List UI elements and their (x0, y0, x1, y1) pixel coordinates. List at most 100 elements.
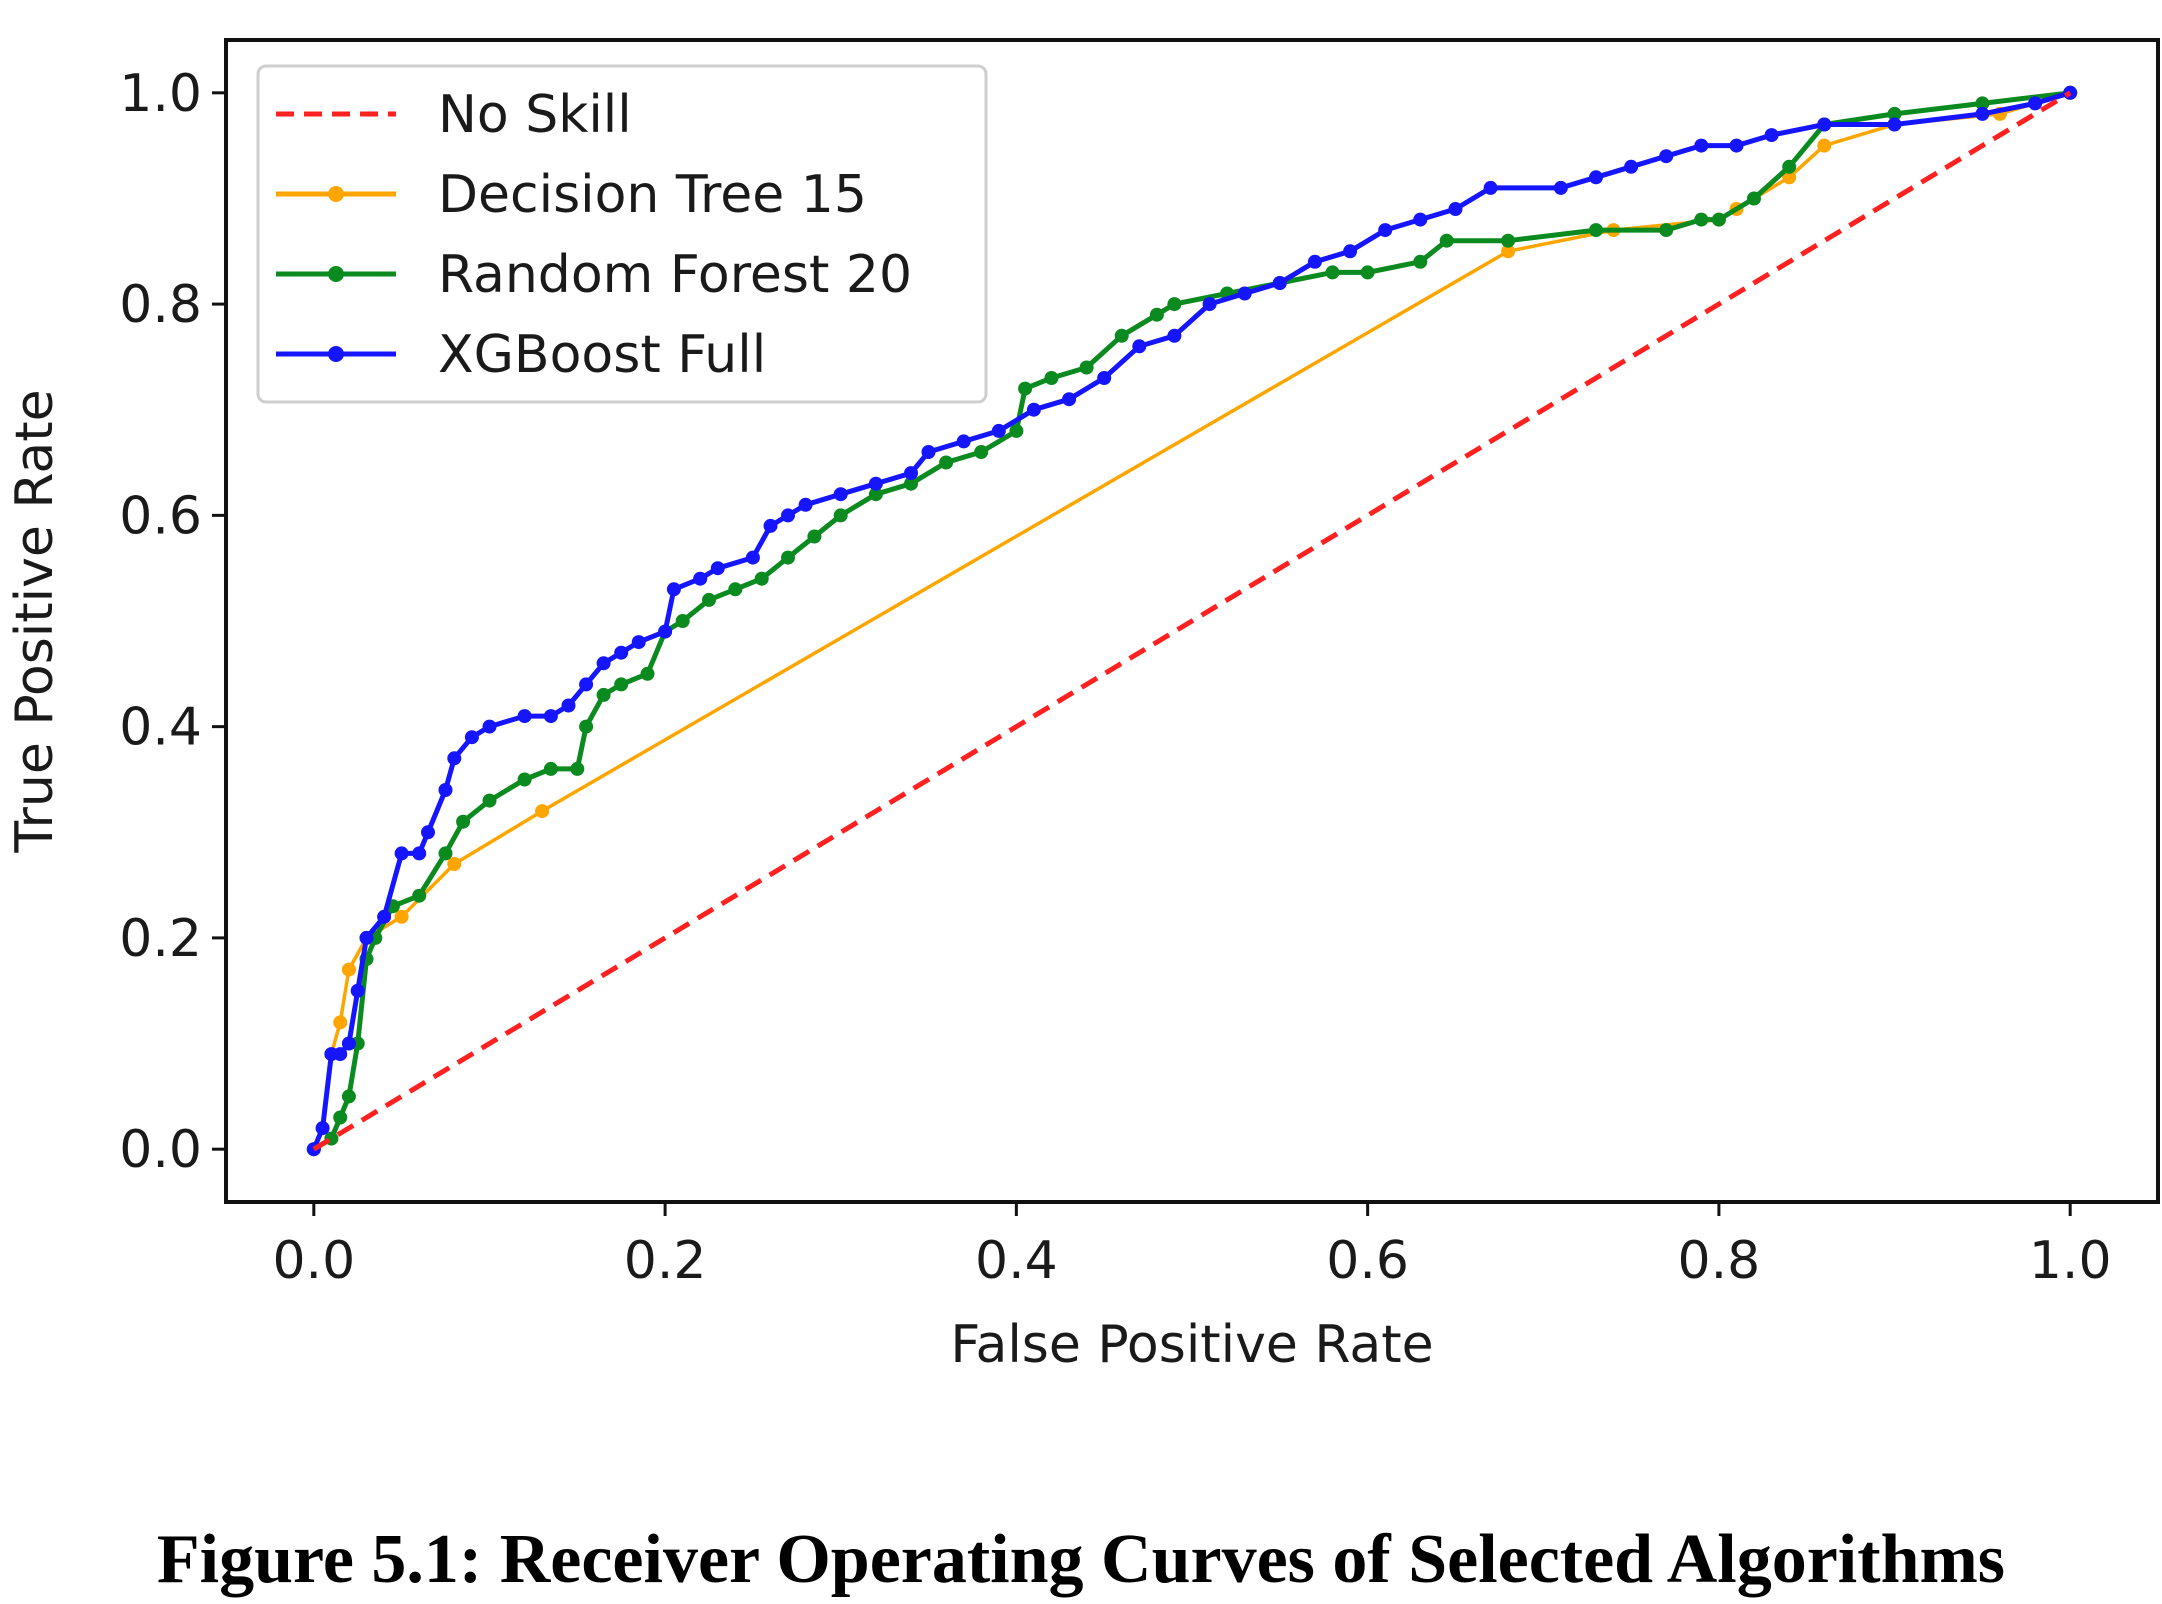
y-tick-label: 1.0 (119, 64, 202, 124)
data-point-xgboost-full (921, 445, 936, 459)
legend-entry-decision-tree-15: Decision Tree 15 (276, 165, 867, 225)
legend-label-decision-tree-15: Decision Tree 15 (438, 165, 867, 225)
y-tick-label: 0.2 (119, 909, 202, 969)
legend-marker-decision-tree-15 (328, 186, 344, 202)
data-point-random-forest-20 (1589, 223, 1603, 238)
data-point-random-forest-20 (1782, 159, 1797, 174)
x-tick-label: 0.8 (1678, 1231, 1761, 1291)
data-point-xgboost-full (991, 423, 1006, 438)
legend-entry-random-forest-20: Random Forest 20 (276, 245, 912, 305)
data-point-xgboost-full (1887, 117, 1902, 132)
data-point-xgboost-full (1307, 254, 1322, 269)
data-point-random-forest-20 (833, 508, 848, 523)
data-point-xgboost-full (1624, 159, 1639, 174)
x-tick-label: 1.0 (2029, 1231, 2112, 1291)
legend-entry-no-skill: No Skill (276, 85, 632, 145)
series-layer (306, 85, 2078, 1157)
data-point-xgboost-full (833, 487, 848, 502)
data-point-xgboost-full (1167, 328, 1182, 343)
data-point-random-forest-20 (412, 888, 427, 903)
data-point-xgboost-full (1448, 202, 1463, 216)
y-tick-label: 0.6 (119, 486, 202, 546)
axis-ticks: 0.0 0.2 0.4 0.6 0.8 1.0 0.0 0.2 0.4 0.6 0.8 1.0 (119, 64, 2111, 1291)
data-point-xgboost-full (377, 909, 392, 924)
data-point-xgboost-full (658, 624, 673, 639)
data-point-random-forest-20 (482, 793, 497, 808)
data-point-xgboost-full (693, 571, 708, 586)
data-point-xgboost-full (904, 466, 918, 481)
data-point-random-forest-20 (1079, 360, 1094, 375)
x-tick-label: 0.4 (975, 1231, 1058, 1291)
data-point-xgboost-full (517, 709, 532, 724)
data-point-xgboost-full (1553, 180, 1568, 195)
series-random-forest-20 (306, 85, 2078, 1157)
series-xgboost-full (306, 85, 2078, 1157)
figure-caption: Figure 5.1: Receiver Operating Curves of… (156, 1521, 2006, 1598)
data-point-xgboost-full (315, 1121, 330, 1136)
data-point-random-forest-20 (1009, 423, 1024, 438)
data-point-random-forest-20 (1167, 297, 1182, 312)
data-point-random-forest-20 (1887, 106, 1902, 121)
data-point-xgboost-full (1202, 297, 1217, 312)
data-point-xgboost-full (1817, 117, 1832, 132)
data-point-random-forest-20 (1413, 254, 1428, 269)
data-point-xgboost-full (1729, 138, 1744, 153)
data-point-random-forest-20 (781, 550, 795, 565)
data-point-random-forest-20 (517, 772, 532, 787)
data-point-random-forest-20 (438, 846, 453, 861)
y-tick-label: 0.4 (119, 698, 202, 758)
data-point-xgboost-full (482, 719, 497, 734)
data-point-xgboost-full (1237, 286, 1252, 301)
data-point-decision-tree-15 (1817, 138, 1832, 153)
data-point-random-forest-20 (640, 666, 655, 681)
data-point-random-forest-20 (702, 592, 716, 607)
series-no-skill (312, 90, 2072, 1152)
data-point-random-forest-20 (1325, 265, 1340, 280)
data-point-decision-tree-15 (333, 1015, 348, 1030)
data-point-xgboost-full (614, 645, 629, 660)
data-point-xgboost-full (763, 518, 778, 533)
data-point-xgboost-full (543, 709, 558, 724)
data-point-xgboost-full (2063, 85, 2078, 100)
data-point-random-forest-20 (939, 455, 954, 470)
data-point-random-forest-20 (333, 1110, 348, 1125)
legend-label-random-forest-20: Random Forest 20 (438, 245, 912, 305)
data-point-decision-tree-15 (341, 962, 356, 977)
roc-chart: 0.0 0.2 0.4 0.6 0.8 1.0 0.0 0.2 0.4 0.6 0.8 1.0 Fal… (5, 38, 2160, 1375)
data-point-random-forest-20 (1044, 371, 1059, 385)
data-point-xgboost-full (333, 1047, 348, 1062)
data-point-xgboost-full (359, 930, 374, 945)
data-point-xgboost-full (1062, 392, 1077, 407)
data-point-random-forest-20 (868, 487, 883, 502)
x-tick-label: 0.0 (272, 1231, 355, 1291)
data-point-xgboost-full (421, 825, 435, 840)
y-axis-title: True Positive Rate (5, 389, 65, 853)
data-point-xgboost-full (1589, 170, 1603, 185)
legend-label-xgboost-full: XGBoost Full (438, 325, 766, 385)
data-point-xgboost-full (710, 561, 725, 576)
data-point-xgboost-full (868, 476, 883, 491)
data-point-xgboost-full (1659, 149, 1674, 164)
data-point-xgboost-full (1483, 180, 1498, 195)
data-point-random-forest-20 (1439, 233, 1454, 248)
data-point-xgboost-full (745, 550, 760, 565)
series-line-no-skill (312, 90, 2072, 1152)
data-point-random-forest-20 (1711, 212, 1726, 227)
data-point-random-forest-20 (974, 445, 989, 459)
data-point-random-forest-20 (1747, 191, 1761, 206)
data-point-xgboost-full (666, 582, 681, 597)
data-point-xgboost-full (596, 656, 611, 671)
data-point-xgboost-full (447, 751, 462, 766)
data-point-random-forest-20 (614, 677, 629, 692)
data-point-xgboost-full (956, 434, 971, 449)
legend-entry-xgboost-full: XGBoost Full (276, 325, 766, 385)
data-point-xgboost-full (1413, 212, 1428, 227)
y-tick-label: 0.0 (119, 1120, 202, 1180)
data-point-xgboost-full (579, 677, 594, 692)
data-point-random-forest-20 (1659, 223, 1674, 238)
data-point-xgboost-full (1343, 244, 1358, 259)
data-point-xgboost-full (1764, 128, 1779, 143)
data-point-random-forest-20 (596, 687, 611, 702)
data-point-xgboost-full (438, 783, 453, 797)
